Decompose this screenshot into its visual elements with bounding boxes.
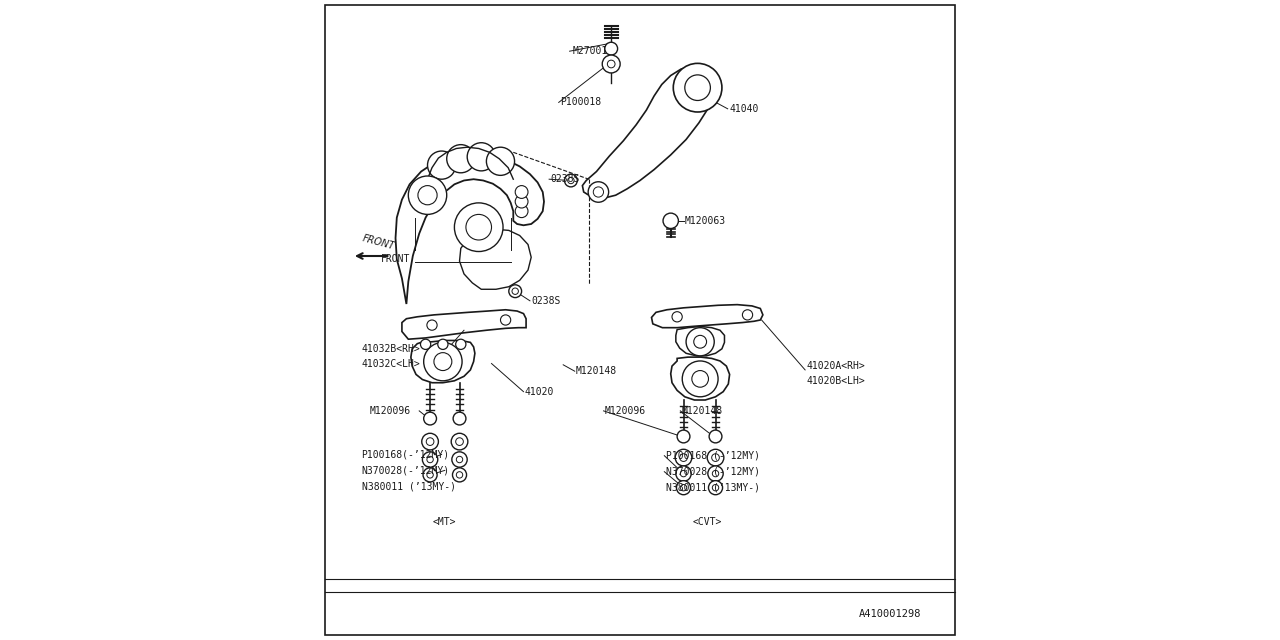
Circle shape: [434, 353, 452, 371]
Circle shape: [742, 310, 753, 320]
Circle shape: [453, 412, 466, 425]
Text: 41020: 41020: [525, 387, 554, 397]
Text: A410001298: A410001298: [859, 609, 922, 620]
Circle shape: [486, 147, 515, 175]
Circle shape: [516, 186, 529, 198]
Text: 41020B<LH>: 41020B<LH>: [806, 376, 865, 386]
Text: FRONT: FRONT: [361, 233, 397, 252]
Circle shape: [677, 430, 690, 443]
Text: N380011 (’13MY-): N380011 (’13MY-): [666, 483, 759, 493]
Circle shape: [466, 214, 492, 240]
Circle shape: [438, 339, 448, 349]
Circle shape: [428, 320, 438, 330]
Circle shape: [672, 312, 682, 322]
Circle shape: [453, 468, 467, 482]
Text: M120148: M120148: [576, 366, 617, 376]
Circle shape: [677, 481, 691, 495]
Circle shape: [680, 454, 687, 461]
Text: M120148: M120148: [681, 406, 723, 416]
Circle shape: [712, 484, 719, 491]
Text: M27001: M27001: [573, 46, 608, 56]
Text: 0238S: 0238S: [550, 174, 580, 184]
Circle shape: [694, 335, 707, 348]
Circle shape: [408, 176, 447, 214]
Circle shape: [452, 433, 468, 450]
Circle shape: [675, 449, 692, 466]
Text: P100168(-’12MY): P100168(-’12MY): [362, 449, 449, 460]
Circle shape: [663, 213, 678, 228]
Text: <CVT>: <CVT>: [692, 516, 722, 527]
Circle shape: [709, 481, 722, 495]
Polygon shape: [396, 152, 544, 304]
Text: M120096: M120096: [370, 406, 411, 416]
Text: N370028(-’12MY): N370028(-’12MY): [362, 465, 449, 476]
Circle shape: [457, 472, 463, 478]
Circle shape: [424, 412, 436, 425]
Circle shape: [605, 42, 618, 55]
Circle shape: [516, 205, 529, 218]
Circle shape: [426, 438, 434, 445]
Circle shape: [707, 449, 724, 466]
Circle shape: [417, 186, 438, 205]
Circle shape: [516, 195, 529, 208]
Polygon shape: [402, 310, 526, 339]
Circle shape: [681, 484, 687, 491]
Circle shape: [686, 328, 714, 356]
Text: 41040: 41040: [730, 104, 759, 114]
Circle shape: [681, 470, 687, 477]
Circle shape: [512, 288, 518, 294]
Circle shape: [708, 466, 723, 481]
Text: 41032B<RH>: 41032B<RH>: [362, 344, 420, 354]
Circle shape: [691, 371, 709, 387]
Circle shape: [456, 438, 463, 445]
Polygon shape: [652, 305, 763, 328]
Circle shape: [564, 174, 577, 187]
Text: 41020A<RH>: 41020A<RH>: [806, 361, 865, 371]
Circle shape: [594, 187, 604, 197]
Circle shape: [452, 452, 467, 467]
Circle shape: [428, 472, 433, 478]
Circle shape: [428, 456, 433, 463]
Text: <MT>: <MT>: [433, 516, 457, 527]
Circle shape: [509, 285, 522, 298]
Polygon shape: [582, 67, 714, 198]
Circle shape: [422, 433, 438, 450]
Circle shape: [420, 339, 430, 349]
Circle shape: [568, 177, 575, 184]
Circle shape: [676, 466, 691, 481]
Text: N370028 (-’12MY): N370028 (-’12MY): [666, 467, 759, 477]
Text: M120063: M120063: [685, 216, 726, 226]
Text: 0238S: 0238S: [531, 296, 561, 306]
Circle shape: [709, 430, 722, 443]
Circle shape: [447, 145, 475, 173]
Polygon shape: [671, 357, 730, 400]
Text: P100018: P100018: [561, 97, 602, 108]
Circle shape: [422, 452, 438, 467]
Circle shape: [424, 342, 462, 381]
Polygon shape: [676, 326, 724, 356]
Circle shape: [467, 143, 495, 171]
Circle shape: [685, 75, 710, 100]
Circle shape: [454, 203, 503, 252]
Circle shape: [428, 151, 456, 179]
Circle shape: [589, 182, 609, 202]
Circle shape: [500, 315, 511, 325]
Text: M120096: M120096: [604, 406, 646, 416]
Circle shape: [422, 468, 438, 482]
Polygon shape: [411, 340, 475, 383]
Circle shape: [603, 55, 621, 73]
Text: P100168 (-’12MY): P100168 (-’12MY): [666, 451, 759, 461]
Circle shape: [673, 63, 722, 112]
Circle shape: [457, 456, 463, 463]
Circle shape: [712, 470, 719, 477]
Circle shape: [682, 361, 718, 397]
Text: FRONT: FRONT: [381, 254, 410, 264]
Text: 41032C<LH>: 41032C<LH>: [362, 358, 420, 369]
Text: N380011 (’13MY-): N380011 (’13MY-): [362, 481, 456, 492]
Circle shape: [456, 339, 466, 349]
Circle shape: [608, 60, 616, 68]
Polygon shape: [460, 229, 531, 289]
Circle shape: [712, 454, 719, 461]
